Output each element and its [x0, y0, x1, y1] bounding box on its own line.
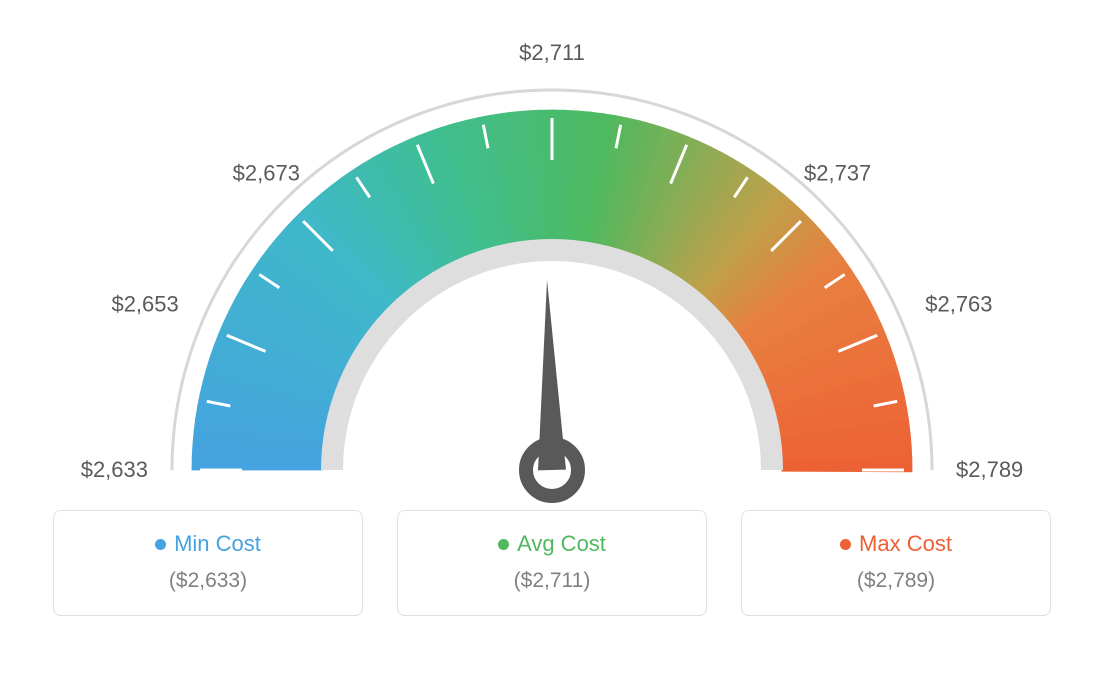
scale-label: $2,789: [956, 457, 1023, 483]
legend-title-avg: Avg Cost: [498, 531, 606, 557]
scale-label: $2,763: [925, 292, 992, 318]
legend-value-avg: ($2,711): [418, 569, 686, 593]
legend-card-min: Min Cost ($2,633): [53, 510, 363, 616]
legend-title-min: Min Cost: [155, 531, 261, 557]
legend-dot-max: [840, 539, 851, 550]
scale-label: $2,673: [233, 161, 300, 187]
legend-value-min: ($2,633): [74, 569, 342, 593]
gauge-chart: $2,633 $2,653 $2,673 $2,711 $2,737 $2,763 $2,7…: [22, 0, 1082, 480]
legend-title-max-text: Max Cost: [859, 531, 952, 557]
legend-value-max: ($2,789): [762, 569, 1030, 593]
scale-label: $2,711: [519, 40, 585, 66]
scale-label: $2,737: [804, 161, 871, 187]
legend-card-max: Max Cost ($2,789): [741, 510, 1051, 616]
scale-label: $2,653: [111, 292, 178, 318]
scale-label: $2,633: [81, 457, 148, 483]
legend-title-avg-text: Avg Cost: [517, 531, 606, 557]
legend-title-max: Max Cost: [840, 531, 952, 557]
legend-card-avg: Avg Cost ($2,711): [397, 510, 707, 616]
legend-title-min-text: Min Cost: [174, 531, 261, 557]
legend-dot-min: [155, 539, 166, 550]
legend-dot-avg: [498, 539, 509, 550]
gauge-svg: [102, 20, 1002, 510]
